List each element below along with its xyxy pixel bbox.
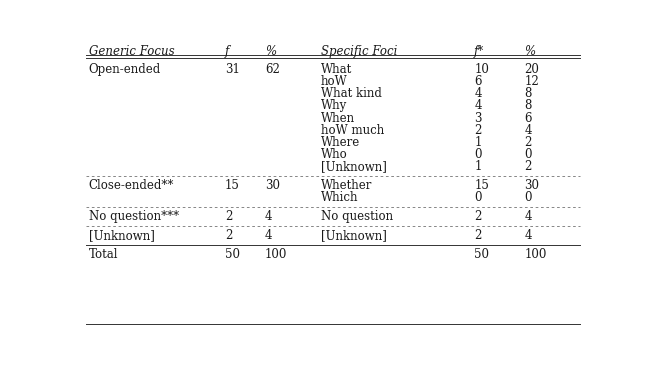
Text: 1: 1	[474, 160, 482, 173]
Text: Which: Which	[320, 191, 358, 204]
Text: 100: 100	[525, 248, 547, 261]
Text: 15: 15	[474, 179, 489, 192]
Text: When: When	[320, 111, 355, 125]
Text: Generic Focus: Generic Focus	[89, 45, 174, 58]
Text: 62: 62	[265, 63, 280, 76]
Text: 2: 2	[225, 210, 232, 223]
Text: 15: 15	[225, 179, 240, 192]
Text: 4: 4	[474, 88, 482, 100]
Text: Close-ended**: Close-ended**	[89, 179, 174, 192]
Text: 4: 4	[265, 210, 272, 223]
Text: 20: 20	[525, 63, 540, 76]
Text: 4: 4	[525, 229, 532, 242]
Text: Specific Foci: Specific Foci	[320, 45, 397, 58]
Text: [Unknown]: [Unknown]	[89, 229, 155, 242]
Text: hoW: hoW	[320, 75, 347, 88]
Text: Who: Who	[320, 148, 347, 161]
Text: 3: 3	[474, 111, 482, 125]
Text: 2: 2	[225, 229, 232, 242]
Text: 8: 8	[525, 88, 532, 100]
Text: 8: 8	[525, 99, 532, 113]
Text: Total: Total	[89, 248, 118, 261]
Text: What: What	[320, 63, 352, 76]
Text: 4: 4	[474, 99, 482, 113]
Text: 6: 6	[525, 111, 532, 125]
Text: 10: 10	[474, 63, 489, 76]
Text: [Unknown]: [Unknown]	[320, 229, 386, 242]
Text: f: f	[225, 45, 229, 58]
Text: 2: 2	[474, 124, 482, 137]
Text: 2: 2	[525, 136, 532, 149]
Text: 6: 6	[474, 75, 482, 88]
Text: hoW much: hoW much	[320, 124, 384, 137]
Text: Why: Why	[320, 99, 347, 113]
Text: 31: 31	[225, 63, 240, 76]
Text: Whether: Whether	[320, 179, 372, 192]
Text: 0: 0	[525, 148, 532, 161]
Text: f*: f*	[474, 45, 484, 58]
Text: Open-ended: Open-ended	[89, 63, 161, 76]
Text: 4: 4	[265, 229, 272, 242]
Text: What kind: What kind	[320, 88, 382, 100]
Text: 30: 30	[265, 179, 280, 192]
Text: 2: 2	[525, 160, 532, 173]
Text: [Unknown]: [Unknown]	[320, 160, 386, 173]
Text: Where: Where	[320, 136, 360, 149]
Text: 2: 2	[474, 210, 482, 223]
Text: 100: 100	[265, 248, 287, 261]
Text: 30: 30	[525, 179, 540, 192]
Text: No question***: No question***	[89, 210, 179, 223]
Text: 0: 0	[525, 191, 532, 204]
Text: %: %	[525, 45, 536, 58]
Text: 0: 0	[474, 191, 482, 204]
Text: 4: 4	[525, 124, 532, 137]
Text: 4: 4	[525, 210, 532, 223]
Text: 50: 50	[474, 248, 489, 261]
Text: 2: 2	[474, 229, 482, 242]
Text: 1: 1	[474, 136, 482, 149]
Text: %: %	[265, 45, 276, 58]
Text: 50: 50	[225, 248, 240, 261]
Text: 12: 12	[525, 75, 540, 88]
Text: 0: 0	[474, 148, 482, 161]
Text: No question: No question	[320, 210, 393, 223]
